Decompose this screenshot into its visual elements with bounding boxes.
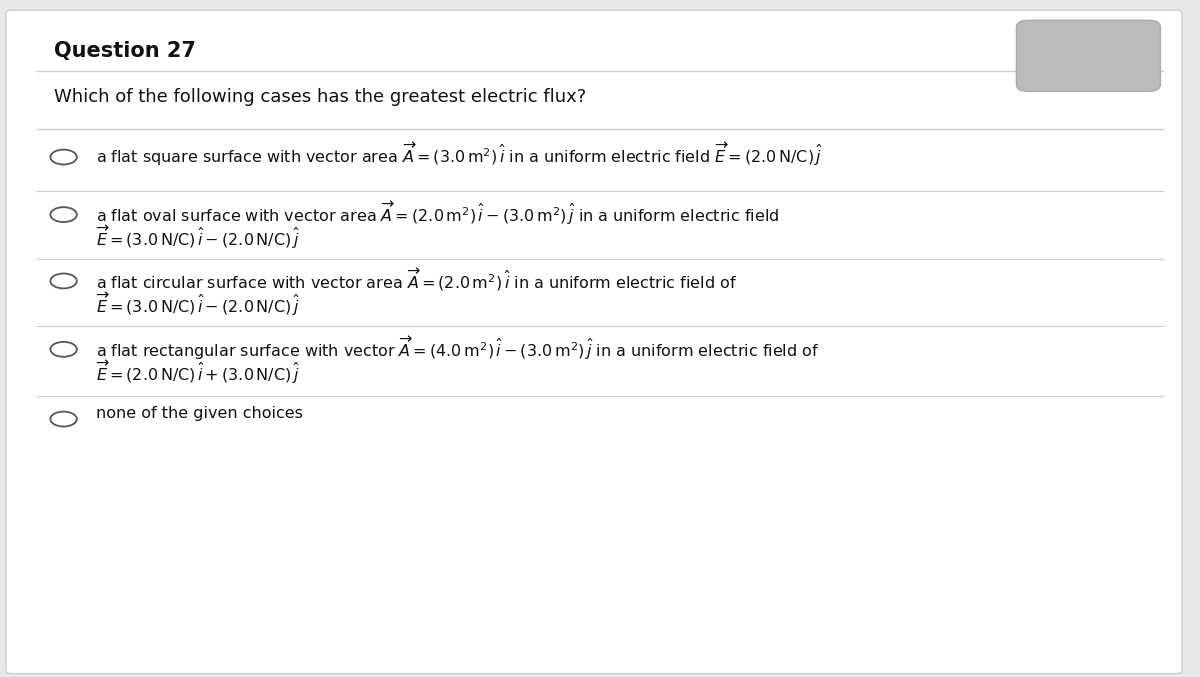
Text: $\overrightarrow{E} = (2.0\,\mathrm{N/C})\,\hat{i} + (3.0\,\mathrm{N/C})\,\hat{j: $\overrightarrow{E} = (2.0\,\mathrm{N/C}… — [96, 359, 300, 387]
Text: none of the given choices: none of the given choices — [96, 406, 302, 421]
FancyBboxPatch shape — [1016, 20, 1160, 91]
Text: a flat circular surface with vector area $\overrightarrow{A} = (2.0\,\mathrm{m}^: a flat circular surface with vector area… — [96, 266, 737, 292]
FancyBboxPatch shape — [6, 10, 1182, 674]
Text: a flat oval surface with vector area $\overrightarrow{A} = (2.0\,\mathrm{m}^2)\,: a flat oval surface with vector area $\o… — [96, 199, 779, 227]
Text: $\overrightarrow{E} = (3.0\,\mathrm{N/C})\,\hat{i} - (2.0\,\mathrm{N/C})\,\hat{j: $\overrightarrow{E} = (3.0\,\mathrm{N/C}… — [96, 290, 300, 318]
Text: Which of the following cases has the greatest electric flux?: Which of the following cases has the gre… — [54, 88, 587, 106]
Text: Question 27: Question 27 — [54, 41, 196, 61]
Text: a flat square surface with vector area $\overrightarrow{A} = (3.0\,\mathrm{m}^2): a flat square surface with vector area $… — [96, 141, 823, 169]
Text: $\overrightarrow{E} = (3.0\,\mathrm{N/C})\,\hat{i} - (2.0\,\mathrm{N/C})\,\hat{j: $\overrightarrow{E} = (3.0\,\mathrm{N/C}… — [96, 223, 300, 251]
Text: a flat rectangular surface with vector $\overrightarrow{A} = (4.0\,\mathrm{m}^2): a flat rectangular surface with vector $… — [96, 334, 820, 362]
